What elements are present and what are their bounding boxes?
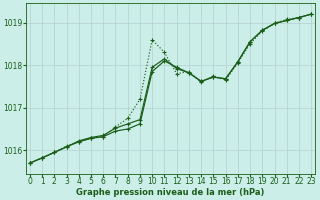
X-axis label: Graphe pression niveau de la mer (hPa): Graphe pression niveau de la mer (hPa) bbox=[76, 188, 265, 197]
